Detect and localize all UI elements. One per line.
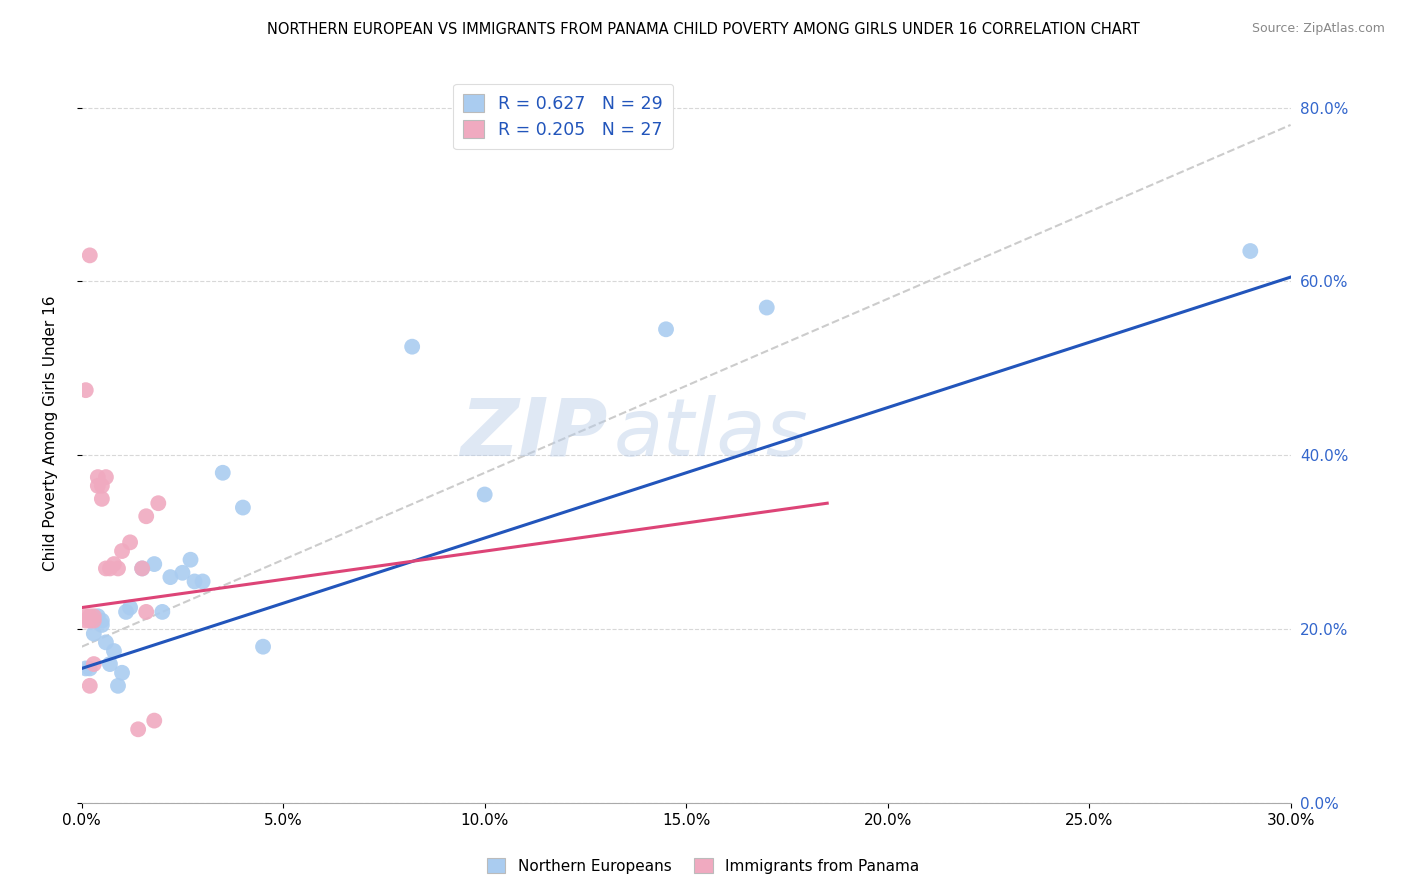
- Point: [120, 600, 142, 615]
- Point: [1239, 244, 1261, 258]
- Point: [103, 644, 125, 658]
- Point: [83, 626, 105, 640]
- Point: [75, 383, 97, 397]
- Legend: R = 0.627   N = 29, R = 0.205   N = 27: R = 0.627 N = 29, R = 0.205 N = 27: [453, 84, 673, 149]
- Point: [180, 553, 202, 567]
- Point: [111, 544, 134, 558]
- Point: [79, 679, 101, 693]
- Point: [83, 657, 105, 671]
- Point: [131, 561, 153, 575]
- Point: [131, 561, 153, 575]
- Point: [79, 614, 101, 628]
- Point: [83, 609, 105, 624]
- Point: [79, 248, 101, 262]
- Point: [90, 491, 112, 506]
- Point: [75, 609, 97, 624]
- Point: [401, 340, 423, 354]
- Point: [90, 479, 112, 493]
- Point: [83, 614, 105, 628]
- Point: [135, 605, 157, 619]
- Point: [87, 609, 110, 624]
- Point: [135, 509, 157, 524]
- Point: [232, 500, 254, 515]
- Point: [211, 466, 233, 480]
- Point: [103, 557, 125, 571]
- Point: [79, 661, 101, 675]
- Point: [127, 723, 149, 737]
- Text: NORTHERN EUROPEAN VS IMMIGRANTS FROM PANAMA CHILD POVERTY AMONG GIRLS UNDER 16 C: NORTHERN EUROPEAN VS IMMIGRANTS FROM PAN…: [267, 22, 1139, 37]
- Point: [474, 487, 496, 501]
- Point: [75, 614, 97, 628]
- Point: [79, 609, 101, 624]
- Text: Source: ZipAtlas.com: Source: ZipAtlas.com: [1251, 22, 1385, 36]
- Legend: Northern Europeans, Immigrants from Panama: Northern Europeans, Immigrants from Pana…: [481, 852, 925, 880]
- Point: [75, 661, 97, 675]
- Point: [755, 301, 778, 315]
- Point: [159, 570, 181, 584]
- Point: [94, 635, 117, 649]
- Point: [120, 535, 142, 549]
- Y-axis label: Child Poverty Among Girls Under 16: Child Poverty Among Girls Under 16: [44, 296, 58, 572]
- Text: atlas: atlas: [613, 394, 808, 473]
- Point: [90, 618, 112, 632]
- Point: [98, 561, 121, 575]
- Point: [143, 714, 166, 728]
- Text: ZIP: ZIP: [460, 394, 607, 473]
- Point: [98, 657, 121, 671]
- Point: [87, 470, 110, 484]
- Point: [94, 561, 117, 575]
- Point: [183, 574, 205, 589]
- Point: [252, 640, 274, 654]
- Point: [111, 665, 134, 680]
- Point: [94, 470, 117, 484]
- Point: [655, 322, 678, 336]
- Point: [115, 605, 138, 619]
- Point: [143, 557, 166, 571]
- Point: [87, 479, 110, 493]
- Point: [148, 496, 170, 510]
- Point: [107, 561, 129, 575]
- Point: [90, 614, 112, 628]
- Point: [172, 566, 194, 580]
- Point: [107, 679, 129, 693]
- Point: [150, 605, 173, 619]
- Point: [191, 574, 214, 589]
